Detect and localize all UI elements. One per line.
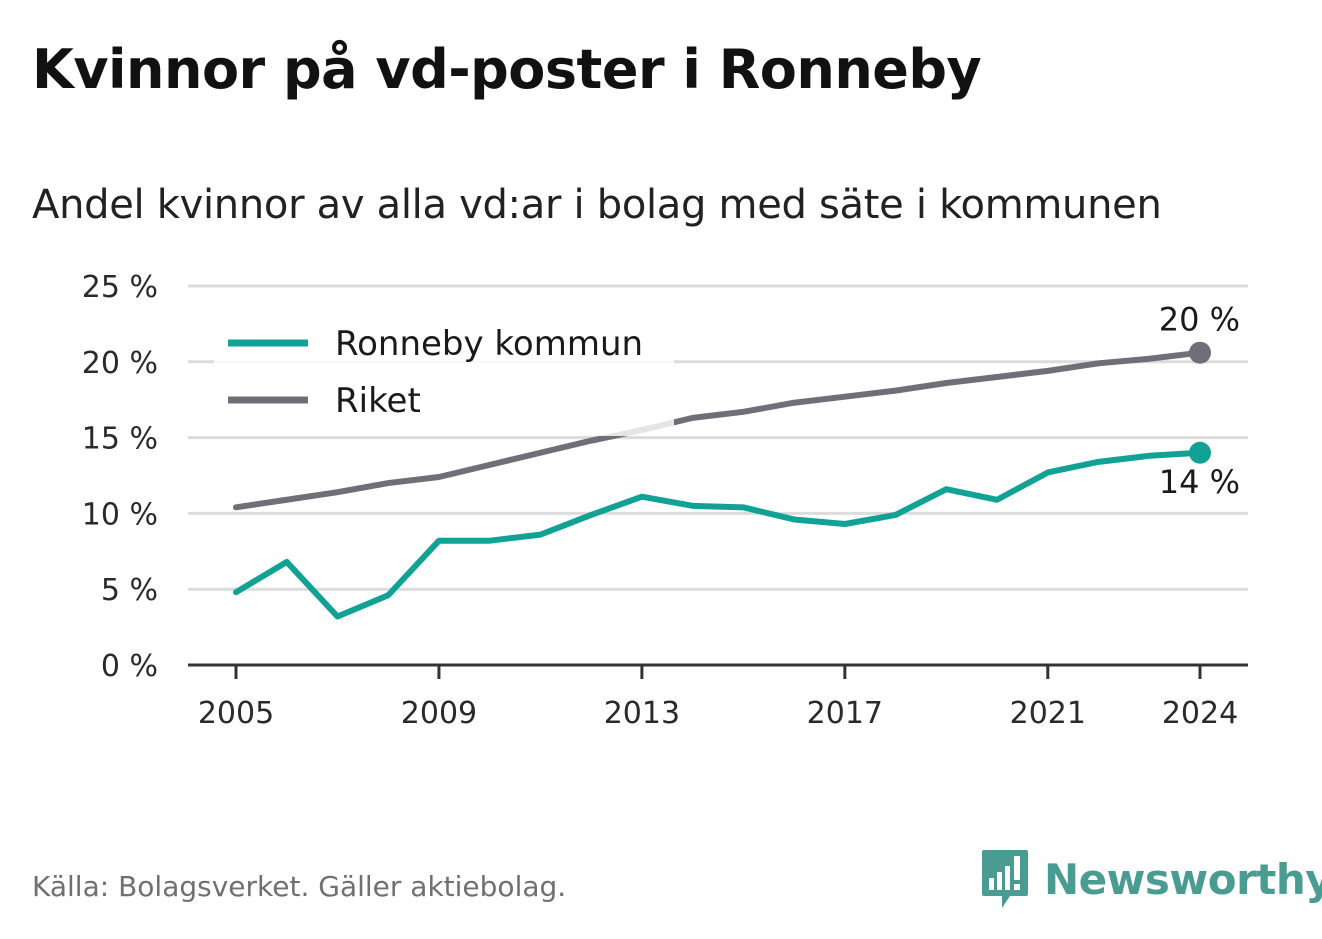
gridlines bbox=[188, 284, 1248, 667]
y-tick-label: 15 % bbox=[82, 422, 158, 457]
y-tick-label: 10 % bbox=[82, 497, 158, 532]
series bbox=[233, 341, 1211, 620]
x-tick-label: 2017 bbox=[807, 696, 883, 731]
y-tick-label: 5 % bbox=[101, 573, 158, 608]
legend-label: Ronneby kommun bbox=[335, 324, 643, 364]
newsworthy-logo-icon bbox=[982, 850, 1028, 908]
x-axis-ticks: 2005 2009 2013 2017 2021 2024 bbox=[198, 665, 1238, 731]
x-tick-label: 2009 bbox=[401, 696, 477, 731]
y-axis-ticks: 0 % 5 % 10 % 15 % 20 % 25 % bbox=[82, 270, 158, 684]
legend: Ronneby kommun Riket bbox=[214, 318, 674, 436]
source-note: Källa: Bolagsverket. Gäller aktiebolag. bbox=[32, 870, 567, 903]
x-tick-label: 2021 bbox=[1010, 696, 1086, 731]
brand-name: Newsworthy bbox=[1044, 854, 1322, 904]
series-end-point-riket bbox=[1189, 341, 1211, 364]
line-chart: 0 %5 %10 %15 %20 %25 % 2005 2009 2013 2017 2… bbox=[82, 270, 1248, 731]
x-tick-label: 2024 bbox=[1162, 696, 1238, 731]
legend-label: Riket bbox=[335, 381, 421, 421]
x-tick-label: 2005 bbox=[198, 696, 274, 731]
series-end-point-ronneby-kommun bbox=[1189, 441, 1211, 464]
series-line-ronneby-kommun bbox=[233, 449, 1203, 620]
y-tick-label: 20 % bbox=[82, 346, 158, 381]
end-labels: 20 % 14 % bbox=[1159, 301, 1240, 501]
chart-title: Kvinnor på vd-poster i Ronneby bbox=[32, 38, 982, 101]
brand-logo[interactable]: Newsworthy bbox=[980, 848, 1322, 910]
x-tick-label: 2013 bbox=[604, 696, 680, 731]
y-tick-label: 25 % bbox=[82, 270, 158, 305]
chart-subtitle: Andel kvinnor av alla vd:ar i bolag med … bbox=[32, 182, 1162, 228]
series-line-riket bbox=[233, 349, 1203, 511]
y-tick-label: 0 % bbox=[101, 649, 158, 684]
end-label-ronneby: 14 % bbox=[1159, 463, 1240, 501]
end-label-riket: 20 % bbox=[1159, 301, 1240, 339]
legend-background bbox=[214, 318, 674, 436]
